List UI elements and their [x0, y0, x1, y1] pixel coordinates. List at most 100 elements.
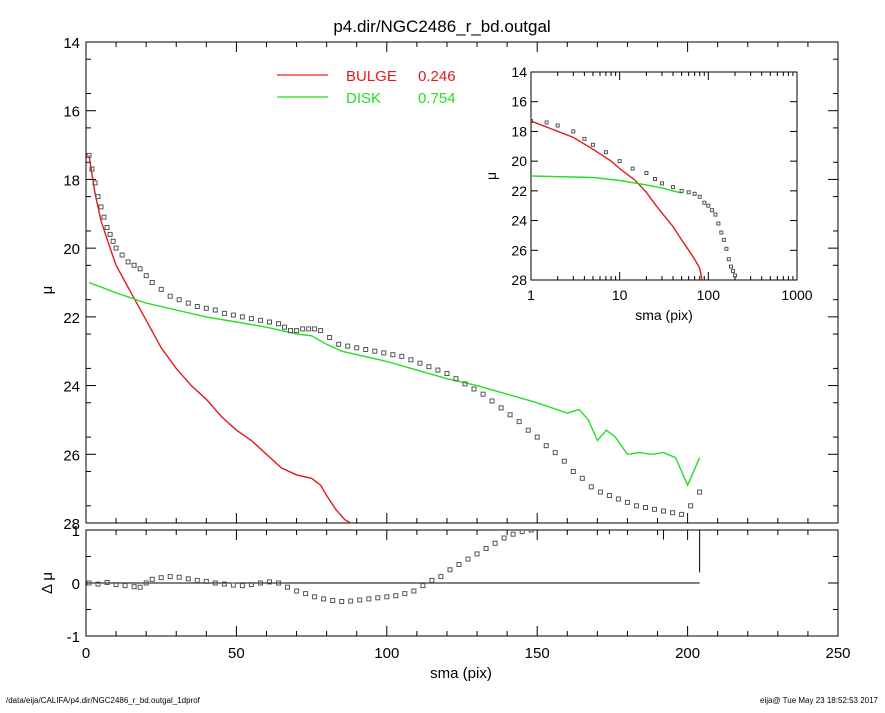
inset-ytick-label: 24	[511, 213, 527, 229]
residual-data-point	[285, 584, 290, 590]
residual-xlabel: sma (pix)	[430, 665, 492, 682]
main-disk-line	[88, 281, 701, 487]
main-plot-frame	[85, 41, 839, 524]
inset-data-point	[692, 191, 697, 196]
residual-data-point	[330, 598, 336, 603]
inset-data-point	[630, 166, 635, 171]
residual-ytick-label: 1	[72, 523, 80, 540]
residual-data-point	[456, 562, 462, 567]
legend-label-bulge: BULGE	[346, 68, 397, 85]
main-data-point	[312, 326, 318, 332]
main-data-point	[203, 305, 209, 311]
residual-data-point	[86, 580, 92, 586]
legend-label-disk: DISK	[346, 90, 381, 107]
main-data-point	[670, 510, 676, 516]
inset-data-point	[555, 123, 560, 128]
main-data-point	[230, 312, 236, 318]
main-ylabel: μ	[39, 286, 56, 295]
legend-value-bulge: 0.246	[418, 68, 456, 85]
main-data-point	[408, 357, 414, 363]
main-data-point	[516, 419, 522, 425]
chart-title: p4.dir/NGC2486_r_bd.outgal	[333, 17, 550, 36]
inset-data-point	[603, 150, 608, 155]
inset-ylabel: μ	[483, 172, 499, 180]
inset-xlabel: sma (pix)	[635, 307, 693, 323]
main-ytick-label: 14	[63, 35, 80, 52]
main-data-point	[294, 328, 300, 334]
inset-background	[531, 72, 797, 280]
main-data-point	[345, 343, 351, 349]
residual-data-point	[348, 598, 354, 604]
residual-data-point	[393, 593, 399, 599]
main-ytick-label: 16	[63, 104, 80, 121]
footer-path: /data/eija/CALIFA/p4.dir/NGC2486_r_bd.ou…	[6, 696, 200, 705]
main-data-point	[534, 434, 540, 440]
main-data-point	[89, 166, 95, 172]
residual-data-point	[131, 584, 137, 590]
residual-xtick-label: 50	[228, 645, 245, 662]
inset-data-point	[721, 237, 726, 242]
inset-ytick-label: 20	[511, 153, 527, 169]
residual-data-point	[501, 535, 507, 541]
main-data-point	[597, 489, 603, 495]
main-data-point	[327, 335, 333, 340]
main-data-point	[462, 381, 468, 387]
inset-data-point	[653, 177, 657, 181]
inset-ytick-label: 22	[511, 183, 527, 199]
main-data-point	[543, 443, 549, 449]
main-data-point	[221, 310, 227, 316]
main-data-point	[634, 503, 639, 509]
main-data-point	[606, 493, 612, 498]
main-data-point	[417, 360, 423, 366]
main-data-point	[652, 506, 657, 512]
residual-data-point	[339, 599, 345, 604]
residual-xtick-label: 100	[374, 645, 399, 662]
residual-data-point	[519, 530, 525, 535]
residual-data-point	[366, 596, 372, 602]
inset-data-point	[713, 212, 718, 217]
residual-data-point	[167, 574, 173, 580]
main-data-point	[354, 345, 360, 351]
main-data-point	[113, 245, 119, 251]
residual-data-point	[492, 540, 498, 546]
residual-data-point	[411, 588, 417, 594]
inset-data-point	[706, 203, 711, 208]
residual-data-point	[438, 574, 444, 580]
residual-data-point	[510, 531, 516, 537]
main-data-point	[570, 469, 576, 474]
residual-xtick-label: 200	[675, 645, 700, 662]
main-data-point	[489, 398, 495, 404]
residual-data-point	[122, 583, 128, 589]
inset-data-point	[671, 185, 675, 190]
main-data-point	[239, 314, 245, 320]
main-data-point	[435, 367, 441, 373]
main-data-point	[399, 353, 405, 359]
inset-xtick-label: 10	[612, 287, 628, 303]
footer-timestamp: eija@ Tue May 23 18:52:53 2017	[760, 696, 878, 705]
main-data-point	[507, 412, 513, 418]
residual-data-point	[276, 580, 281, 586]
inset-data-point	[697, 194, 702, 199]
main-data-point	[143, 273, 149, 279]
residual-data-point	[321, 596, 327, 602]
main-data-point	[248, 316, 254, 322]
residual-ylabel: Δ μ	[39, 572, 56, 594]
main-data-point	[688, 503, 694, 509]
inset-data-point	[710, 208, 714, 213]
residual-data-point	[528, 530, 534, 533]
inset-data-point	[531, 119, 533, 123]
residual-data-point	[248, 582, 254, 588]
residual-data-point	[203, 578, 209, 584]
residual-data-point	[104, 580, 110, 585]
residual-data-point	[185, 576, 191, 582]
inset-data-point	[679, 188, 684, 193]
main-data-point	[167, 293, 173, 299]
residual-data-point	[375, 595, 381, 601]
main-ytick-label: 28	[63, 516, 80, 533]
main-data-point	[498, 405, 504, 411]
residual-ytick-label: -1	[67, 629, 80, 646]
main-data-point	[697, 489, 703, 495]
main-data-point	[276, 321, 281, 327]
main-data-point	[480, 391, 486, 397]
